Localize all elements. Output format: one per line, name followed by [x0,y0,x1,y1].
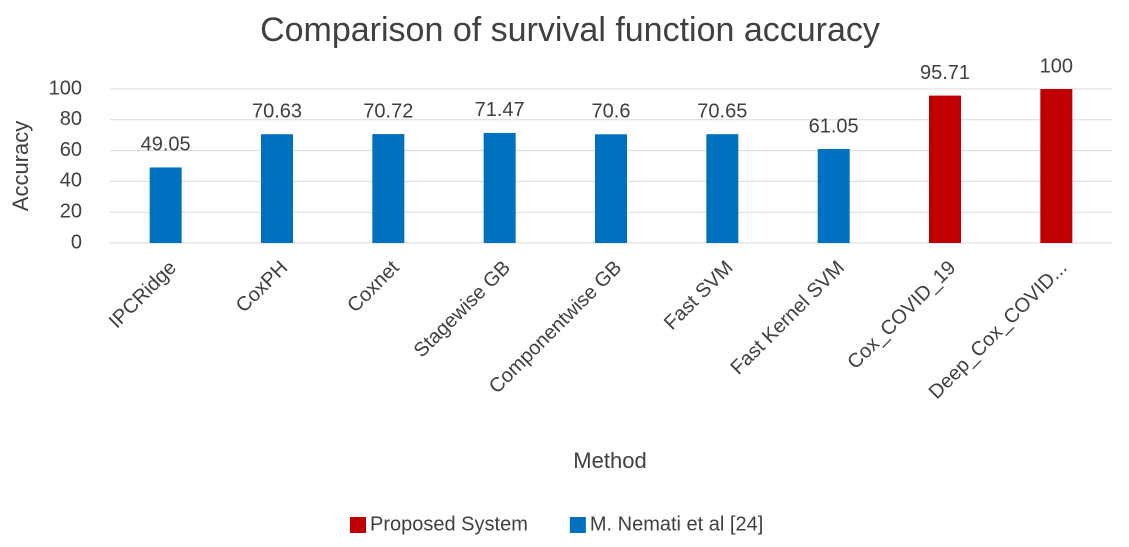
legend-swatch [350,517,366,533]
legend-swatch [569,517,586,533]
y-tick-label: 80 [60,108,82,130]
chart-title: Comparison of survival function accuracy [260,11,880,49]
value-label: 70.6 [592,101,631,123]
y-tick-label: 100 [49,77,82,99]
bar [1040,89,1073,243]
y-tick-label: 20 [60,200,82,222]
value-label: 70.65 [697,100,747,122]
value-label: 95.71 [920,62,970,84]
legend-label: M. Nemati et al [24] [590,513,763,535]
bar [149,167,182,243]
value-label: 70.72 [363,100,413,122]
bar [483,132,516,243]
bar [817,148,850,243]
y-tick-label: 60 [60,139,82,161]
y-axis-title: Accuracy [8,121,33,211]
value-label: 100 [1040,55,1073,77]
y-tick-label: 40 [60,170,82,192]
bar [706,134,739,243]
value-label: 61.05 [809,115,859,137]
x-axis-title: Method [573,448,646,473]
value-label: 71.47 [475,99,525,121]
legend-label: Proposed System [370,513,528,535]
value-label: 49.05 [141,134,191,156]
bar [261,134,293,243]
bar [929,95,961,243]
value-label: 70.63 [252,101,302,123]
y-tick-label: 0 [71,231,82,253]
bar [595,134,627,243]
bar [372,134,405,243]
